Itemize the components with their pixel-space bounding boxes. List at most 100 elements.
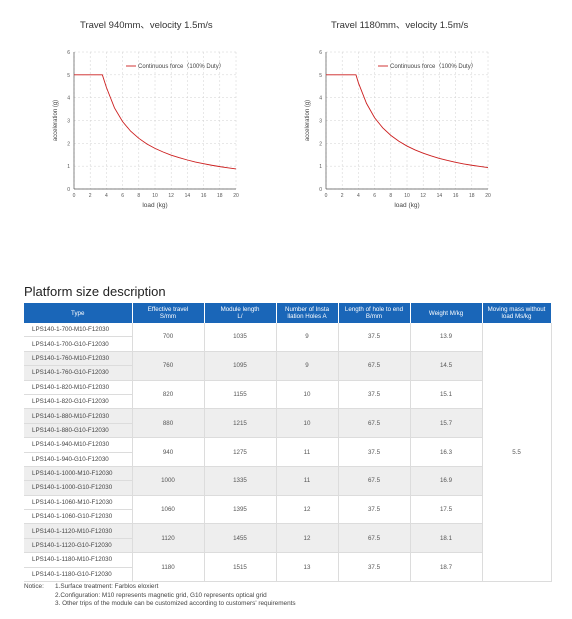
- hole-to-end-cell: 37.5: [338, 552, 411, 583]
- weight-cell: 18.1: [410, 523, 483, 554]
- x-tick-label: 4: [105, 193, 108, 199]
- travel-cell: 820: [132, 380, 205, 410]
- x-tick-label: 12: [420, 193, 426, 199]
- length-cell: 1035: [204, 323, 277, 352]
- table-row: LPS140-1-1120-G10-F12030: [24, 538, 551, 554]
- type-cell: LPS140-1-1060-M10-F12030: [24, 495, 133, 511]
- series-line: [326, 74, 489, 168]
- table-row: LPS140-1-940-G10-F12030: [24, 452, 551, 467]
- travel-cell: 1060: [132, 495, 205, 525]
- type-cell: LPS140-1-1120-M10-F12030: [24, 523, 133, 539]
- x-tick-label: 20: [485, 193, 491, 199]
- holes-cell: 10: [276, 380, 339, 410]
- length-cell: 1335: [204, 466, 277, 496]
- table-row: LPS140-1-1180-M10-F12030 1180 1515 13 37.5 18…: [24, 552, 551, 583]
- weight-cell: 15.7: [410, 408, 483, 439]
- x-tick-label: 14: [185, 193, 191, 199]
- weight-cell: 15.1: [410, 380, 483, 410]
- column-header: Effective travel S/mm: [132, 303, 205, 323]
- x-tick-label: 18: [217, 193, 223, 199]
- hole-to-end-cell: 67.5: [338, 523, 411, 554]
- holes-cell: 11: [276, 466, 339, 496]
- y-tick-label: 3: [319, 119, 322, 125]
- y-tick-label: 6: [67, 50, 70, 56]
- column-header: Moving mass without load Ms/kg: [482, 303, 552, 323]
- type-cell: LPS140-1-1180-M10-F12030: [24, 552, 133, 568]
- notice-item: 3. Other trips of the module can be cust…: [55, 600, 296, 608]
- x-tick-label: 10: [404, 193, 410, 199]
- y-tick-label: 5: [67, 73, 70, 79]
- holes-cell: 9: [276, 351, 339, 381]
- table-header-row: Type Effective travel S/mm Module length L/N…: [24, 303, 552, 323]
- column-header: Weight M/kg: [410, 303, 483, 323]
- hole-to-end-cell: 37.5: [338, 495, 411, 525]
- type-cell: LPS140-1-1120-G10-F12030: [24, 538, 133, 554]
- length-cell: 1395: [204, 495, 277, 525]
- type-cell: LPS140-1-880-M10-F12030: [24, 408, 133, 424]
- table-row: LPS140-1-700-G10-F12030: [24, 336, 551, 352]
- column-header: Number of Insta llation Holes A: [276, 303, 339, 323]
- x-tick-label: 16: [453, 193, 459, 199]
- section-title: Platform size description: [24, 284, 166, 299]
- table-row: LPS140-1-700-M10-F12030 700 1035 9 37.5 13.9 5…: [24, 323, 552, 583]
- x-tick-label: 2: [341, 193, 344, 199]
- x-tick-label: 4: [357, 193, 360, 199]
- x-tick-label: 8: [389, 193, 392, 199]
- x-tick-label: 12: [168, 193, 174, 199]
- table-row: LPS140-1-880-G10-F12030: [24, 423, 551, 439]
- column-header: Length of hole to end B/mm: [338, 303, 411, 323]
- type-cell: LPS140-1-940-M10-F12030: [24, 437, 133, 453]
- x-tick-label: 6: [373, 193, 376, 199]
- holes-cell: 13: [276, 552, 339, 583]
- table-row: LPS140-1-1000-G10-F12030: [24, 480, 551, 496]
- table-row: LPS140-1-880-M10-F12030 880 1215 10 67.5 15.7: [24, 408, 551, 439]
- weight-cell: 16.3: [410, 437, 483, 467]
- column-header: Module length L/: [204, 303, 277, 323]
- length-cell: 1215: [204, 408, 277, 439]
- type-cell: LPS140-1-820-M10-F12030: [24, 380, 133, 395]
- table-row: LPS140-1-1120-M10-F12030 1120 1455 12 67.5 18…: [24, 523, 551, 554]
- x-tick-label: 6: [121, 193, 124, 199]
- length-cell: 1515: [204, 552, 277, 583]
- table-row: LPS140-1-1060-G10-F12030: [24, 509, 551, 525]
- travel-cell: 700: [132, 323, 205, 352]
- series-line: [74, 74, 237, 170]
- hole-to-end-cell: 37.5: [338, 437, 411, 467]
- x-tick-label: 18: [469, 193, 475, 199]
- hole-to-end-cell: 67.5: [338, 408, 411, 439]
- table-row: LPS140-1-940-M10-F12030 940 1275 11 37.5 16.3: [24, 437, 551, 467]
- x-tick-label: 0: [73, 193, 76, 199]
- y-tick-label: 5: [319, 73, 322, 79]
- y-tick-label: 4: [319, 96, 322, 102]
- table-row: LPS140-1-1180-G10-F12030: [24, 567, 551, 583]
- y-tick-label: 0: [67, 187, 70, 193]
- y-tick-label: 3: [67, 119, 70, 125]
- type-cell: LPS140-1-940-G10-F12030: [24, 452, 133, 467]
- weight-cell: 16.9: [410, 466, 483, 496]
- holes-cell: 12: [276, 495, 339, 525]
- chart-title-left: Travel 940mm、velocity 1.5m/s: [80, 20, 213, 31]
- moving-mass-cell: 5.5: [482, 323, 552, 583]
- y-tick-label: 6: [319, 50, 322, 56]
- length-cell: 1095: [204, 351, 277, 381]
- table-row: LPS140-1-820-M10-F12030 820 1155 10 37.5 15.1: [24, 380, 551, 410]
- type-cell: LPS140-1-760-M10-F12030: [24, 351, 133, 367]
- type-cell: LPS140-1-1180-G10-F12030: [24, 567, 133, 583]
- notice-item: 2.Configuration: M10 represents magnetic…: [55, 591, 267, 599]
- table-row: LPS140-1-1060-M10-F12030 1060 1395 12 37.5 17…: [24, 495, 551, 525]
- x-tick-label: 14: [437, 193, 443, 199]
- legend-label: Continuous force（100% Duty）: [138, 63, 225, 70]
- travel-cell: 940: [132, 437, 205, 467]
- platform-size-table: Type Effective travel S/mm Module length L/N…: [24, 303, 552, 583]
- hole-to-end-cell: 67.5: [338, 351, 411, 381]
- weight-cell: 17.5: [410, 495, 483, 525]
- table-row: LPS140-1-1000-M10-F12030 1000 1335 11 67.5 16…: [24, 466, 551, 496]
- type-cell: LPS140-1-880-G10-F12030: [24, 423, 133, 439]
- travel-cell: 1120: [132, 523, 205, 554]
- travel-cell: 1000: [132, 466, 205, 496]
- column-header: Type: [24, 303, 133, 323]
- y-axis-label: acceleration (g): [53, 100, 59, 141]
- weight-cell: 13.9: [410, 323, 483, 352]
